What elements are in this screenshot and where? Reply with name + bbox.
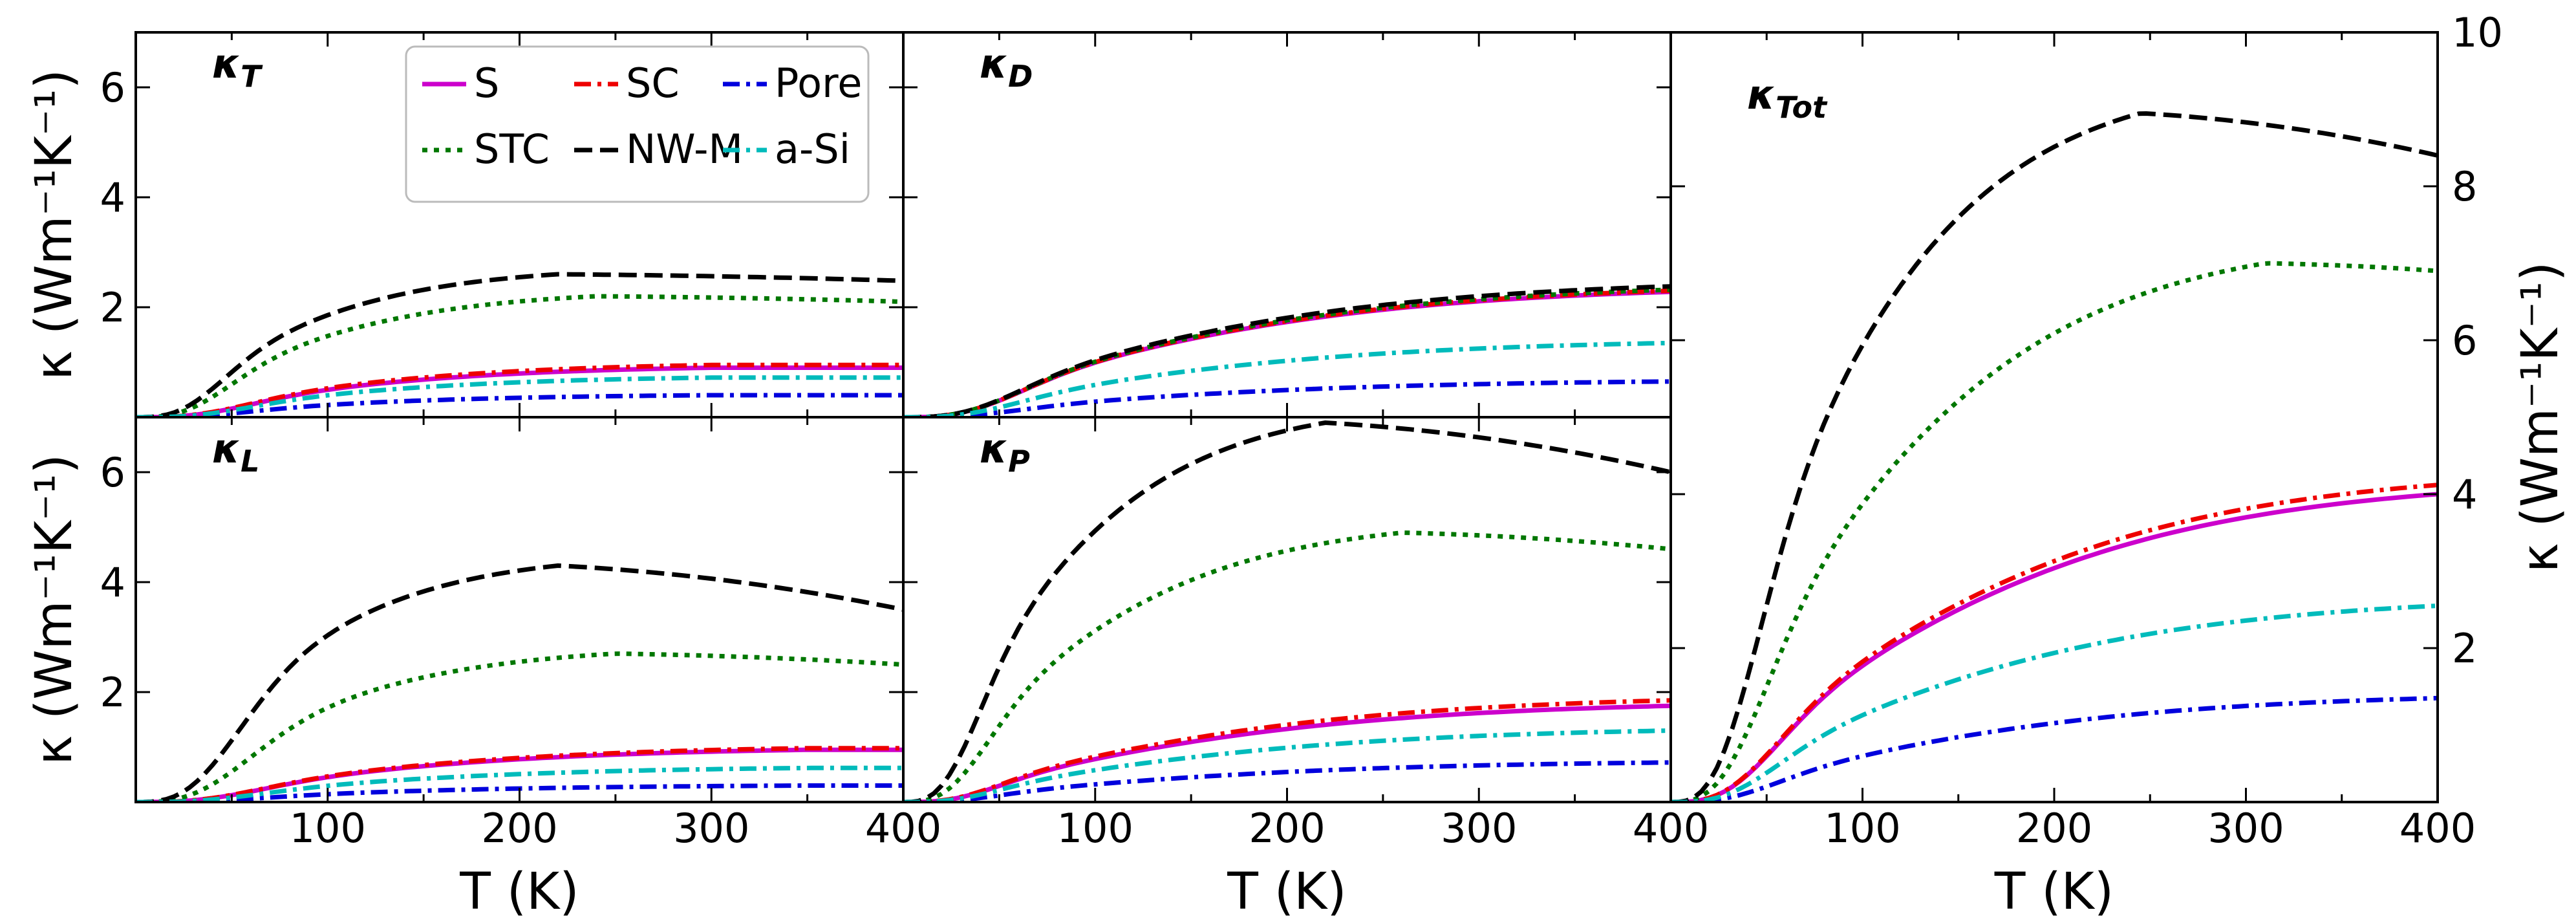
- panel-title-main: κ: [980, 425, 1008, 472]
- legend-label: SC: [626, 60, 680, 107]
- panel-title-sub: Tot: [1776, 90, 1828, 125]
- panel-kTot: 100 200 300 400 2 4 6 8 10 κTot: [1669, 9, 2503, 852]
- legend-label: Pore: [775, 60, 862, 107]
- panel-kD: κD: [902, 31, 1672, 418]
- line-s: [1671, 492, 2438, 802]
- series-group: [136, 563, 903, 802]
- y-tick-label: 4: [2452, 471, 2477, 518]
- panel-title-main: κ: [980, 40, 1008, 87]
- line-nw-m: [136, 563, 903, 802]
- line-sc: [1671, 483, 2438, 802]
- x-axis-label: T (K): [1227, 863, 1346, 921]
- line-stc: [136, 651, 903, 802]
- line-nw-m: [1671, 111, 2438, 802]
- x-tick-label: 200: [1249, 805, 1325, 852]
- series-group: [903, 420, 1671, 802]
- line-pore: [903, 760, 1671, 802]
- x-tick-label: 100: [1824, 805, 1900, 852]
- line-nw-m: [903, 284, 1671, 417]
- y-axis-label: κ (Wm⁻¹K⁻¹): [25, 69, 83, 380]
- panel-kL: 100 200 300 400 2 4 6 κL: [100, 416, 941, 852]
- panel-title-sub: L: [241, 444, 259, 479]
- x-tick-label: 400: [865, 805, 941, 852]
- panel-title-sub: T: [241, 59, 263, 94]
- x-tick-label: 100: [290, 805, 366, 852]
- y-tick-label: 2: [2452, 625, 2477, 672]
- line-s: [903, 703, 1671, 802]
- panel-title: κTot: [1747, 71, 1828, 125]
- panel-title-main: κ: [212, 40, 241, 87]
- line-a-si: [1671, 603, 2438, 802]
- x-tick-label: 100: [1057, 805, 1133, 852]
- x-axis-label: T (K): [459, 863, 579, 921]
- line-nw-m: [903, 420, 1671, 802]
- line-a-si: [903, 340, 1671, 417]
- line-pore: [136, 393, 903, 417]
- y-tick-label: 10: [2452, 9, 2503, 56]
- panel-title-sub: P: [1008, 444, 1030, 479]
- x-tick-label: 300: [2207, 805, 2284, 852]
- y-axis-label-right: κ (Wm⁻¹K⁻¹): [2511, 262, 2570, 573]
- panel-title: κP: [980, 425, 1030, 479]
- x-tick-label: 200: [481, 805, 557, 852]
- panel-title-main: κ: [1747, 71, 1776, 118]
- line-s: [903, 289, 1671, 417]
- legend-box: [405, 45, 870, 203]
- panel-title: κT: [212, 40, 263, 94]
- line-sc: [903, 288, 1671, 417]
- line-a-si: [136, 765, 903, 802]
- line-stc: [903, 530, 1671, 802]
- line-sc: [136, 362, 903, 417]
- y-tick-label: 6: [100, 449, 125, 496]
- line-s: [136, 365, 903, 417]
- line-sc: [903, 698, 1671, 802]
- x-tick-label: 400: [2399, 805, 2476, 852]
- series-group: [1671, 111, 2438, 802]
- panel-title: κL: [212, 425, 259, 479]
- y-tick-label: 8: [2452, 163, 2477, 210]
- x-tick-label: 200: [2016, 805, 2092, 852]
- line-stc: [903, 287, 1671, 417]
- line-pore: [903, 379, 1671, 417]
- line-a-si: [903, 728, 1671, 802]
- y-tick-label: 6: [2452, 317, 2477, 364]
- legend-label: a-Si: [775, 125, 850, 173]
- line-a-si: [136, 375, 903, 417]
- axes-frame: [1669, 31, 2439, 803]
- line-stc: [136, 294, 903, 417]
- y-tick-label: 4: [100, 174, 125, 221]
- x-axis-label: T (K): [1994, 863, 2114, 921]
- panel-kP: 100 200 300 400 κP: [902, 416, 1709, 852]
- panel-title-main: κ: [212, 425, 241, 472]
- y-tick-label: 4: [100, 559, 125, 606]
- legend-label: S: [474, 60, 499, 107]
- x-tick-label: 300: [1441, 805, 1517, 852]
- series-group: [136, 272, 903, 417]
- panel-title: κD: [980, 40, 1033, 94]
- panel-kT: 2 4 6 κT: [100, 31, 905, 418]
- y-tick-label: 2: [100, 284, 125, 331]
- x-tick-label: 400: [1633, 805, 1709, 852]
- line-pore: [1671, 695, 2438, 802]
- y-tick-label: 2: [100, 669, 125, 716]
- line-sc: [136, 746, 903, 802]
- x-tick-label: 300: [673, 805, 749, 852]
- y-axis-label: κ (Wm⁻¹K⁻¹): [25, 454, 83, 765]
- y-tick-label: 6: [100, 64, 125, 111]
- series-group: [903, 284, 1671, 417]
- line-nw-m: [136, 272, 903, 417]
- legend-label: STC: [474, 125, 550, 173]
- panel-title-sub: D: [1008, 59, 1033, 94]
